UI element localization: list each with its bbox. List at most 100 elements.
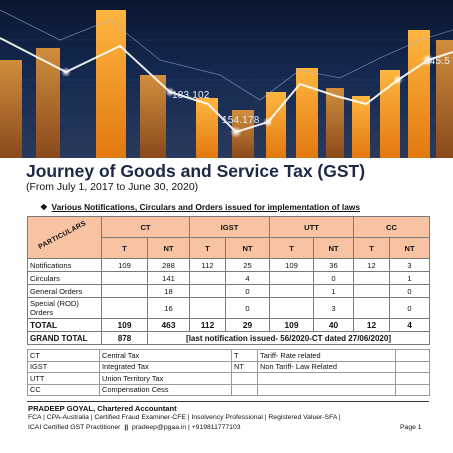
table-row: Notifications 109 288 112 25 109 36 12 3 bbox=[27, 258, 431, 272]
row-label: Notifications bbox=[27, 258, 102, 272]
table-cell: 16 bbox=[147, 297, 190, 319]
legend-row: CC Compensation Cess bbox=[27, 383, 430, 396]
total-cell: 109 bbox=[101, 318, 148, 332]
legend-abbr-2: NT bbox=[231, 360, 258, 373]
legend-abbr-2 bbox=[231, 383, 258, 396]
table-cell: 36 bbox=[313, 258, 355, 272]
group-header-ct: CT bbox=[101, 216, 190, 238]
total-cell: 12 bbox=[353, 318, 391, 332]
table-cell bbox=[101, 271, 148, 285]
table-cell: 3 bbox=[389, 258, 431, 272]
legend-meaning-2: Tariff- Rate related bbox=[257, 349, 396, 362]
hero-value-label-2: 154.178 bbox=[222, 115, 260, 126]
table-cell: 0 bbox=[313, 271, 355, 285]
group-header-igst: IGST bbox=[188, 216, 271, 238]
section-heading: ❖ Various Notifications, Circulars and Or… bbox=[40, 202, 360, 212]
legend-abbr-2: T bbox=[231, 349, 258, 362]
gst-summary-table: PARTICULARS CT IGST UTT CC T NT T NT T N… bbox=[27, 216, 431, 345]
contact-separator: || bbox=[124, 424, 129, 431]
legend-abbr: CC bbox=[27, 383, 100, 396]
subheader-cell: NT bbox=[224, 237, 271, 259]
subheader-cell: T bbox=[353, 237, 391, 259]
grand-total-row: GRAND TOTAL 878 [last notification issue… bbox=[27, 331, 431, 345]
row-label: Circulars bbox=[27, 271, 102, 285]
legend-row: UTT Union Territory Tax bbox=[27, 372, 430, 385]
contact-details: pradeep@pgaa.in | +919811777103 bbox=[132, 424, 241, 431]
subheader-cell: NT bbox=[313, 237, 355, 259]
page-subtitle: (From July 1, 2017 to June 30, 2020) bbox=[26, 181, 199, 193]
subheader-cell: NT bbox=[147, 237, 190, 259]
author-contact-line: ICAI Certified GST Practitioner || prade… bbox=[28, 424, 241, 431]
total-cell: 463 bbox=[147, 318, 190, 332]
total-cell: 40 bbox=[313, 318, 355, 332]
table-cell: 141 bbox=[147, 271, 190, 285]
legend-empty-cell bbox=[395, 372, 430, 385]
total-row: TOTAL 109 463 112 29 109 40 12 4 bbox=[27, 318, 431, 332]
page-number: Page 1 bbox=[400, 424, 422, 431]
table-subheader-row: T NT T NT T NT T NT bbox=[28, 237, 431, 259]
table-cell: 288 bbox=[147, 258, 190, 272]
legend-meaning-2 bbox=[257, 372, 396, 385]
legend-row: IGST Integrated Tax NT Non Tariff- Law R… bbox=[27, 360, 430, 373]
total-cell: 4 bbox=[389, 318, 431, 332]
legend-meaning-2: Non Tariff- Law Related bbox=[257, 360, 396, 373]
legend-row: CT Central Tax T Tariff- Rate related bbox=[27, 349, 430, 362]
table-cell bbox=[189, 284, 226, 298]
table-cell: 1 bbox=[313, 284, 355, 298]
table-row: Circulars 141 4 0 1 bbox=[27, 271, 431, 285]
diamond-bullet-icon: ❖ bbox=[40, 202, 48, 212]
legend-empty-cell bbox=[395, 360, 430, 373]
section-heading-text: Various Notifications, Circulars and Ord… bbox=[51, 202, 361, 212]
legend-abbr-2 bbox=[231, 372, 258, 385]
subheader-cell: T bbox=[101, 237, 148, 259]
table-cell: 0 bbox=[389, 284, 431, 298]
legend-empty-cell bbox=[395, 349, 430, 362]
page-title: Journey of Goods and Service Tax (GST) bbox=[26, 161, 366, 181]
total-label: TOTAL bbox=[27, 318, 102, 332]
table-cell: 4 bbox=[224, 271, 271, 285]
table-cell: 109 bbox=[101, 258, 148, 272]
legend-abbr: UTT bbox=[27, 372, 100, 385]
table-cell bbox=[269, 284, 315, 298]
row-label: General Orders bbox=[27, 284, 102, 298]
table-cell: 0 bbox=[224, 297, 271, 319]
table-cell bbox=[353, 271, 391, 285]
table-cell bbox=[189, 297, 226, 319]
abbreviation-legend-table: CT Central Tax T Tariff- Rate related IG… bbox=[27, 349, 430, 396]
table-cell bbox=[189, 271, 226, 285]
table-cell: 12 bbox=[353, 258, 391, 272]
total-cell: 112 bbox=[189, 318, 226, 332]
author-name: PRADEEP GOYAL, Chartered Accountant bbox=[28, 404, 177, 413]
table-cell: 25 bbox=[224, 258, 271, 272]
table-cell bbox=[101, 297, 148, 319]
table-cell bbox=[353, 297, 391, 319]
legend-meaning-2 bbox=[257, 383, 396, 396]
hero-bar-graphic bbox=[0, 9, 453, 158]
legend-meaning: Compensation Cess bbox=[99, 383, 232, 396]
table-cell bbox=[269, 271, 315, 285]
grand-total-note: [last notification issued- 56/2020-CT da… bbox=[146, 331, 431, 345]
hero-banner: 183.102 154.178 245.5 bbox=[0, 0, 453, 158]
table-cell: 112 bbox=[189, 258, 226, 272]
table-cell: 0 bbox=[389, 297, 431, 319]
table-row: General Orders 18 0 1 0 bbox=[27, 284, 431, 298]
group-header-cc: CC bbox=[353, 216, 431, 238]
hero-value-label-3: 245.5 bbox=[424, 56, 451, 67]
subheader-cell: T bbox=[189, 237, 226, 259]
table-cell: 3 bbox=[313, 297, 355, 319]
legend-meaning: Central Tax bbox=[99, 349, 232, 362]
total-cell: 29 bbox=[224, 318, 271, 332]
table-group-header-row: PARTICULARS CT IGST UTT CC bbox=[27, 216, 431, 259]
legend-abbr: IGST bbox=[27, 360, 100, 373]
table-cell bbox=[353, 284, 391, 298]
legend-meaning: Integrated Tax bbox=[99, 360, 232, 373]
subheader-cell: NT bbox=[389, 237, 431, 259]
total-cell: 109 bbox=[269, 318, 315, 332]
grand-total-value: 878 bbox=[101, 331, 148, 345]
subheader-cell: T bbox=[269, 237, 315, 259]
particulars-label: PARTICULARS bbox=[37, 219, 88, 252]
grand-total-label: GRAND TOTAL bbox=[27, 331, 102, 345]
group-header-utt: UTT bbox=[269, 216, 355, 238]
legend-empty-cell bbox=[395, 383, 430, 396]
table-cell: 18 bbox=[147, 284, 190, 298]
